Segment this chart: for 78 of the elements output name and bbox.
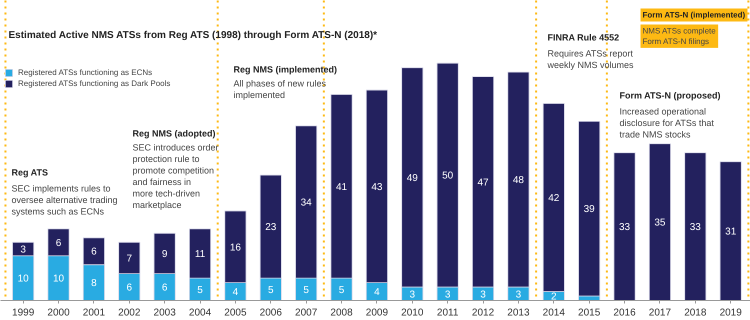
- data-label: 8: [91, 278, 98, 290]
- data-label: 5: [338, 284, 345, 296]
- data-label: 3: [20, 244, 26, 256]
- x-tick-label: 2001: [82, 308, 106, 318]
- data-label: 3: [410, 289, 416, 300]
- annotation: SEC introduces order protection rule to promote competition and fairness in more tech-driven marketplace: [132, 142, 219, 210]
- data-label: 50: [442, 170, 454, 182]
- data-label: 5: [303, 284, 310, 296]
- data-label: 7: [126, 253, 132, 264]
- annotation: Reg NMS (implemented): [234, 64, 338, 74]
- data-label: 43: [371, 182, 383, 193]
- data-label: 33: [690, 222, 702, 234]
- data-label: 3: [480, 289, 486, 300]
- x-tick-label: 2000: [47, 308, 70, 318]
- x-tick-label: 2018: [684, 308, 707, 318]
- data-label: 6: [56, 238, 62, 249]
- x-tick-label: 1999: [12, 308, 35, 318]
- data-label: 5: [197, 284, 204, 296]
- data-label: 48: [512, 175, 524, 186]
- x-tick-label: 2012: [472, 308, 495, 318]
- data-label: 11: [194, 248, 206, 260]
- data-label: 16: [230, 242, 242, 254]
- data-label: 4: [374, 287, 380, 298]
- x-tick-label: 2005: [224, 308, 247, 318]
- bar: [578, 120, 600, 296]
- annotation: All phases of new rules implemented: [234, 78, 327, 100]
- x-tick-label: 2006: [260, 308, 282, 318]
- annotation: Requires ATSs report weekly NMS volumes: [546, 48, 634, 70]
- data-label: 6: [126, 282, 132, 294]
- x-tick-label: 2019: [720, 308, 742, 318]
- annotation: Increased operational disclosure for ATSs that trade NMS stocks: [620, 106, 714, 140]
- data-label: 10: [18, 274, 30, 285]
- data-label: 9: [162, 248, 168, 260]
- x-tick-label: 2014: [542, 308, 566, 318]
- x-tick-label: 2016: [613, 308, 636, 318]
- annotation: Reg ATS: [12, 168, 48, 178]
- data-label: 34: [300, 197, 312, 208]
- legend-label: Registered ATSs functioning as ECNs: [18, 68, 152, 77]
- x-tick-label: 2004: [188, 308, 212, 318]
- data-label: 2: [551, 292, 558, 303]
- data-label: 4: [232, 287, 239, 298]
- bar: [684, 152, 706, 300]
- legend-label: Registered ATSs functioning as Dark Pools: [18, 79, 170, 88]
- data-label: 6: [91, 246, 98, 258]
- annotation: SEC implements rules to oversee alternative trading systems such as ECNs: [12, 184, 118, 216]
- x-tick-label: 2007: [295, 308, 318, 318]
- bar: [720, 161, 742, 300]
- x-tick-label: 2011: [436, 308, 459, 318]
- annotation: FINRA Rule 4552: [548, 32, 620, 42]
- text: Estimated Active NMS ATSs from Reg ATS (1998) through Form ATS-N (2018)*: [8, 30, 378, 41]
- x-tick-label: 2003: [154, 308, 176, 318]
- data-label: 3: [516, 289, 522, 300]
- x-tick-label: 2013: [507, 308, 530, 318]
- data-label: 5: [268, 284, 274, 296]
- bar: [614, 152, 636, 300]
- data-label: 47: [477, 177, 490, 188]
- data-label: 31: [725, 226, 737, 238]
- annotation: Reg NMS (adopted): [132, 128, 216, 138]
- data-label: 49: [406, 172, 418, 184]
- data-label: 42: [548, 193, 560, 204]
- x-tick-label: 2010: [401, 308, 424, 318]
- x-tick-label: 2002: [118, 308, 141, 318]
- x-tick-label: 2017: [648, 308, 672, 318]
- data-label: 39: [584, 204, 596, 216]
- x-tick-label: 2015: [578, 308, 601, 318]
- x-tick-label: 2009: [366, 308, 388, 318]
- data-label: 41: [336, 182, 348, 193]
- data-label: 3: [444, 289, 451, 300]
- data-label: 35: [654, 218, 666, 229]
- annotation: Form ATS-N (proposed): [620, 90, 720, 100]
- annotation: NMS ATSs complete Form ATS-N filings: [642, 26, 716, 46]
- data-label: 6: [162, 282, 168, 294]
- data-label: 33: [618, 222, 631, 234]
- data-label: 10: [52, 274, 65, 285]
- x-tick-label: 2008: [330, 308, 354, 318]
- data-label: 23: [265, 222, 277, 234]
- bar: [648, 143, 671, 300]
- annotation: Form ATS-N (implemented): [642, 10, 746, 20]
